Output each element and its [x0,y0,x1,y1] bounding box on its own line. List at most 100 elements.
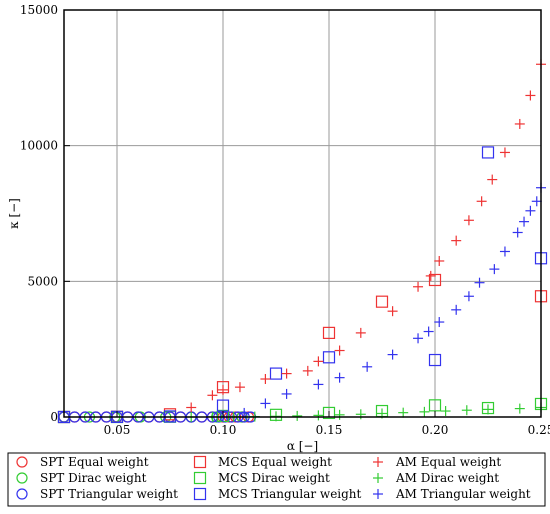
y-tick-label: 5000 [27,274,58,288]
legend-entry: MCS Equal weight [193,455,332,469]
data-point [413,333,424,344]
legend-label: AM Triangular weight [395,487,531,501]
x-tick-label: 0.15 [316,423,343,437]
legend-entry: MCS Triangular weight [193,487,362,501]
data-point [355,327,366,338]
data-point [387,306,398,317]
data-point [483,404,493,415]
legend-entry: AM Triangular weight [373,487,531,501]
legend-entry: SPT Triangular weight [16,487,178,501]
legend-entry: SPT Equal weight [16,455,149,469]
grid-layer [64,9,542,418]
data-point [499,246,510,257]
legend-frame [7,452,546,507]
x-tick-label: 0.10 [210,423,237,437]
data-point [281,368,292,379]
legend-marker [373,457,383,467]
series-6 [57,146,548,424]
data-point [474,277,485,288]
legend-marker [373,489,383,499]
x-tick-label: 0.20 [422,423,449,437]
legend-label: SPT Equal weight [40,455,149,469]
data-point [489,264,500,275]
data-point [355,409,366,420]
legend-entry: AM Dirac weight [373,471,499,485]
data-point [525,90,536,101]
data-point [313,410,324,421]
data-point [334,345,345,356]
data-point [423,326,434,337]
data-point [428,353,442,367]
data-point [499,147,510,158]
legend-entry: AM Equal weight [373,455,501,469]
data-point [461,405,472,416]
legend-entry: SPT Dirac weight [16,471,147,485]
y-axis-label: κ [−] [7,198,21,229]
data-point [269,367,283,380]
data-point [207,390,218,401]
data-point [487,174,498,185]
data-point [463,291,474,302]
data-point [292,410,303,421]
data-point [313,379,324,390]
legend-label: MCS Triangular weight [218,487,362,501]
legend-marker [193,487,207,501]
data-point [481,146,495,159]
data-point [434,255,445,266]
data-point [260,398,271,409]
data-point [313,356,324,367]
data-point [519,216,530,227]
data-point [375,295,389,308]
legend-marker [16,472,28,484]
data-point [334,372,345,383]
data-point [531,196,542,207]
y-tick-label: 10000 [20,139,58,153]
marks-layer [57,59,548,424]
data-point [398,407,409,418]
data-point [512,227,523,238]
data-point [322,406,336,420]
data-point [281,388,292,399]
ticks-layer: 0.05 0.10 0.15 0.20 0.25 0 5000 10000 15000 [20,3,550,437]
legend-marker [16,488,28,500]
series-7 [186,59,546,413]
data-point [322,351,336,364]
x-tick-label: 0.05 [104,423,131,437]
y-tick-label: 0 [50,410,58,424]
legend-marker [16,456,28,468]
legend-entry: MCS Dirac weight [193,471,330,485]
data-point [514,118,525,129]
data-point [440,406,451,417]
plot-frame [63,9,542,418]
legend-label: AM Dirac weight [395,471,499,485]
legend-label: SPT Dirac weight [40,471,147,485]
data-point [451,235,462,246]
legend-label: AM Equal weight [395,455,501,469]
data-point [334,409,345,420]
data-point [234,382,245,393]
legend-label: SPT Triangular weight [40,487,178,501]
data-point [425,270,436,281]
data-point [218,384,228,395]
x-axis-label: α [−] [287,439,318,453]
data-point [413,281,424,292]
y-tick-label: 15000 [20,3,58,17]
data-point [476,196,487,207]
data-point [322,326,336,339]
x-tick-label: 0.25 [528,423,550,437]
data-point [428,273,442,287]
data-point [428,399,442,412]
data-point [463,215,474,226]
data-point [362,361,373,372]
data-point [451,304,462,315]
legend-marker [373,473,383,483]
data-point [434,317,445,328]
series-9 [218,182,546,422]
data-point [260,374,271,385]
legend-label: MCS Equal weight [218,455,332,469]
data-point [525,205,536,216]
data-point [186,402,197,413]
data-point [514,403,525,414]
